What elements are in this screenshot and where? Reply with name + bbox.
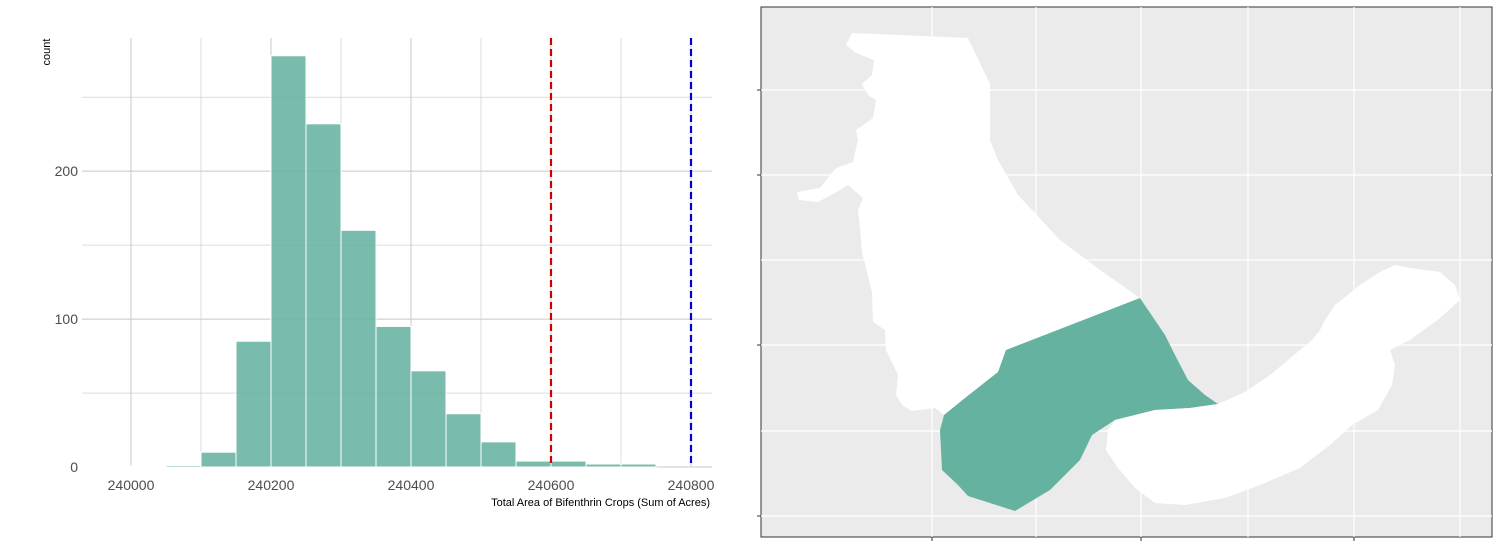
x-tick-label: 240000 xyxy=(108,477,155,493)
map-axis-ticks xyxy=(757,89,1355,541)
histogram-bar xyxy=(235,340,272,468)
county-region-north xyxy=(797,33,1140,415)
county-region-east xyxy=(1106,265,1460,505)
y-axis-ticks: 0 100 200 xyxy=(55,163,79,475)
county-region-highlighted xyxy=(940,298,1218,511)
histogram-chart: 0 100 200 240000 240200 240400 240600 240800 c… xyxy=(41,38,715,509)
histogram-bar xyxy=(445,413,482,468)
histogram-bar xyxy=(480,441,517,468)
histogram-bar xyxy=(305,123,342,468)
x-axis-ticks: 240000 240200 240400 240600 240800 xyxy=(108,477,715,493)
histogram-bar xyxy=(375,325,412,468)
histogram-bar xyxy=(410,370,447,468)
x-tick-label: 240800 xyxy=(668,477,715,493)
y-tick-label: 100 xyxy=(55,311,79,327)
x-tick-label: 240200 xyxy=(248,477,295,493)
reference-lines xyxy=(549,38,693,467)
x-axis-title: Total Area of Bifenthrin Crops (Sum of A… xyxy=(491,497,710,509)
y-tick-label: 200 xyxy=(55,163,79,179)
histogram-bar xyxy=(270,55,307,468)
histogram-bar xyxy=(620,463,657,468)
y-tick-label: 0 xyxy=(70,459,78,475)
histogram-bar xyxy=(340,229,377,468)
x-tick-label: 240600 xyxy=(528,477,575,493)
y-axis-title: count xyxy=(41,39,53,66)
x-tick-label: 240400 xyxy=(388,477,435,493)
histogram-bars xyxy=(60,55,657,468)
